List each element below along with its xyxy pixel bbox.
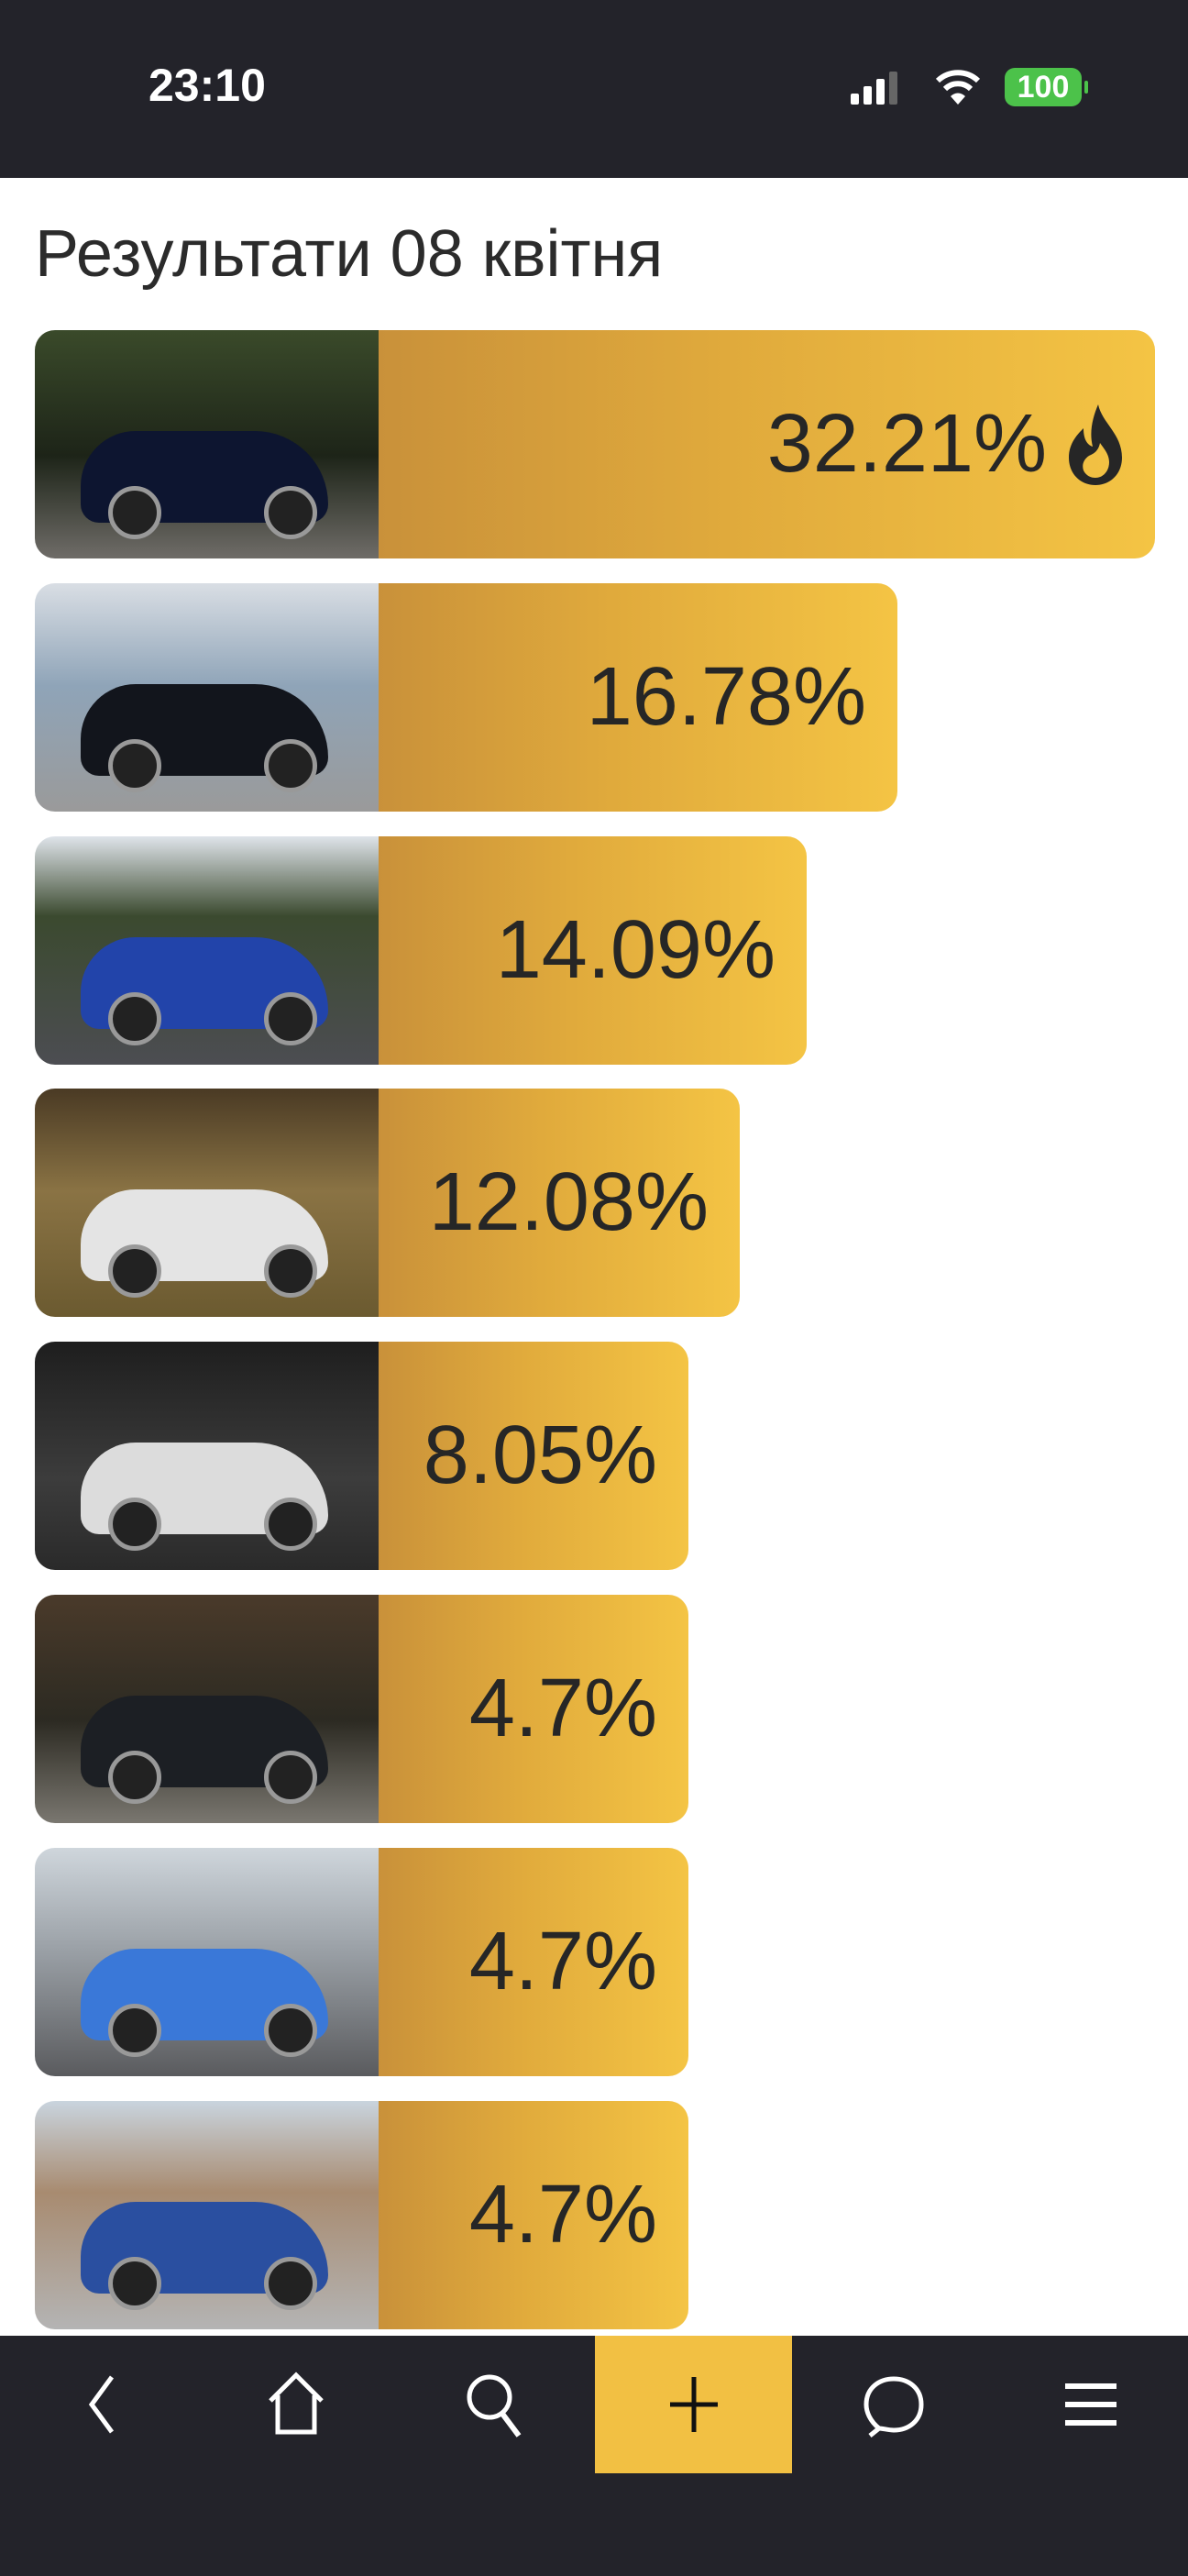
result-row[interactable]: 4.7% bbox=[35, 2101, 688, 2329]
result-bar: 8.05% bbox=[379, 1342, 688, 1570]
result-bar: 32.21% bbox=[379, 330, 1155, 558]
result-percent: 4.7% bbox=[468, 1663, 657, 1754]
result-bar: 16.78% bbox=[379, 583, 897, 812]
wheel bbox=[108, 739, 161, 792]
result-row[interactable]: 4.7% bbox=[35, 1595, 688, 1823]
result-row[interactable]: 32.21% bbox=[35, 330, 1155, 558]
wheel bbox=[108, 1244, 161, 1298]
page-title: Результати 08 квітня bbox=[35, 217, 664, 291]
home-icon bbox=[269, 2371, 324, 2435]
car-shape bbox=[81, 937, 328, 1045]
wheel bbox=[264, 1244, 317, 1298]
wheel bbox=[108, 2004, 161, 2057]
bottom-nav bbox=[0, 2336, 1188, 2576]
wheel bbox=[108, 1751, 161, 1804]
cellular-signal-icon bbox=[851, 72, 897, 105]
home-button[interactable] bbox=[236, 2336, 356, 2473]
search-icon bbox=[467, 2374, 522, 2438]
car-shape bbox=[81, 1189, 328, 1298]
car-shape bbox=[81, 1949, 328, 2057]
car-shape bbox=[81, 1696, 328, 1804]
plus-icon bbox=[669, 2377, 718, 2432]
result-row[interactable]: 4.7% bbox=[35, 1848, 688, 2076]
result-percent: 16.78% bbox=[586, 651, 866, 743]
wheel bbox=[108, 486, 161, 539]
clock: 23:10 bbox=[148, 60, 266, 111]
car-photo bbox=[35, 1089, 379, 1317]
result-bar: 14.09% bbox=[379, 836, 807, 1065]
result-bar: 12.08% bbox=[379, 1089, 740, 1317]
chat-button[interactable] bbox=[834, 2336, 953, 2473]
car-photo bbox=[35, 1595, 379, 1823]
car-photo bbox=[35, 1848, 379, 2076]
result-percent: 32.21% bbox=[766, 398, 1047, 490]
fire-icon bbox=[1069, 404, 1122, 485]
result-percent: 14.09% bbox=[495, 904, 776, 996]
wheel bbox=[264, 992, 317, 1045]
car-photo bbox=[35, 330, 379, 558]
result-bar: 4.7% bbox=[379, 1848, 688, 2076]
wheel bbox=[108, 1498, 161, 1551]
wheel bbox=[264, 486, 317, 539]
result-row[interactable]: 14.09% bbox=[35, 836, 807, 1065]
result-percent: 4.7% bbox=[468, 2169, 657, 2261]
wheel bbox=[108, 992, 161, 1045]
result-percent: 8.05% bbox=[423, 1410, 657, 1501]
wifi-icon bbox=[935, 70, 981, 105]
menu-button[interactable] bbox=[1031, 2336, 1150, 2473]
wheel bbox=[264, 1498, 317, 1551]
wheel bbox=[264, 2257, 317, 2310]
search-button[interactable] bbox=[435, 2336, 555, 2473]
car-shape bbox=[81, 684, 328, 792]
car-shape bbox=[81, 431, 328, 539]
result-bar: 4.7% bbox=[379, 2101, 688, 2329]
back-button[interactable] bbox=[41, 2336, 160, 2473]
chat-icon bbox=[864, 2376, 924, 2438]
wheel bbox=[108, 2257, 161, 2310]
result-row[interactable]: 12.08% bbox=[35, 1089, 740, 1317]
status-bar: 23:10 100 bbox=[0, 0, 1188, 178]
car-photo bbox=[35, 583, 379, 812]
back-icon bbox=[88, 2375, 115, 2434]
result-percent: 4.7% bbox=[468, 1916, 657, 2007]
result-row[interactable]: 16.78% bbox=[35, 583, 897, 812]
menu-icon bbox=[1065, 2383, 1116, 2426]
result-percent: 12.08% bbox=[428, 1156, 709, 1248]
battery-indicator: 100 bbox=[1005, 68, 1088, 106]
wheel bbox=[264, 1751, 317, 1804]
result-bar: 4.7% bbox=[379, 1595, 688, 1823]
car-photo bbox=[35, 836, 379, 1065]
wheel bbox=[264, 739, 317, 792]
result-row[interactable]: 8.05% bbox=[35, 1342, 688, 1570]
wheel bbox=[264, 2004, 317, 2057]
car-photo bbox=[35, 2101, 379, 2329]
car-photo bbox=[35, 1342, 379, 1570]
add-button[interactable] bbox=[595, 2336, 792, 2473]
car-shape bbox=[81, 2202, 328, 2310]
car-shape bbox=[81, 1443, 328, 1551]
